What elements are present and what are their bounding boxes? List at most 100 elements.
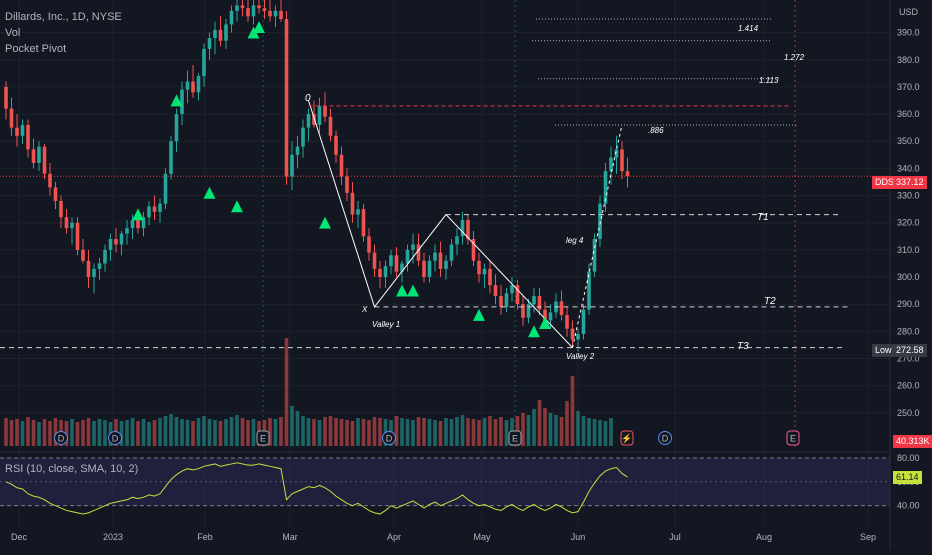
volume-bar (279, 417, 283, 446)
volume-bar (152, 420, 157, 446)
rsi-tick-label: 80.00 (897, 453, 920, 463)
volume-bar (570, 376, 575, 446)
candle-body (251, 5, 256, 17)
target-t3-label: T3 (737, 341, 749, 352)
volume-bar (367, 420, 371, 446)
volume-indicator-label[interactable]: Vol (5, 27, 21, 39)
volume-bar (565, 401, 569, 446)
volume-bar (317, 420, 322, 446)
pocket-pivot-arrow (203, 186, 216, 199)
volume-bar (471, 419, 476, 446)
price-tick-label: 250.0 (897, 408, 920, 418)
volume-bar (598, 420, 602, 446)
volume-bar (361, 419, 366, 446)
candle-body (537, 296, 542, 310)
volume-bar (504, 420, 509, 446)
volume-bar (92, 421, 96, 446)
candle-body (218, 29, 223, 41)
badge-frame (108, 431, 122, 445)
candle-body (603, 171, 608, 204)
volume-bar (460, 415, 465, 446)
candle-body (114, 239, 118, 245)
candle-body (367, 236, 371, 253)
target-t2-label: T2 (764, 296, 776, 307)
pattern-point-zero: 0 (305, 93, 311, 104)
volume-bar (482, 418, 487, 446)
volume-bar (119, 421, 124, 446)
rsi-indicator-label[interactable]: RSI (10, close, SMA, 10, 2) (5, 463, 139, 475)
pocket-pivot-arrow (170, 94, 183, 107)
volume-bar (163, 416, 168, 446)
candle-body (224, 24, 228, 41)
time-axis[interactable]: Dec 2023 Feb Mar Apr May Jun Jul Aug Sep (11, 532, 876, 542)
volume-bar (339, 419, 344, 446)
fib-label-886: .886 (648, 126, 664, 135)
volume-bar (53, 418, 58, 446)
candle-body (147, 206, 151, 218)
badge-letter: D (58, 434, 65, 444)
price-tick-label: 370.0 (897, 82, 920, 92)
volume-bar (273, 419, 278, 446)
volume-bar (581, 416, 586, 446)
price-tick-label: 260.0 (897, 381, 920, 391)
earnings-badge[interactable]: E (508, 430, 522, 446)
earnings-badge[interactable]: E (256, 430, 270, 446)
candle-body (213, 29, 217, 39)
rsi-line (0, 457, 890, 515)
candle-body (119, 233, 124, 245)
earnings-badge[interactable]: E (786, 430, 800, 446)
candle-body (345, 176, 349, 193)
candle-body (317, 105, 322, 125)
volume-bar (400, 418, 404, 446)
pocket-pivot-arrow (539, 317, 551, 330)
dividend-badge[interactable]: D (382, 431, 396, 445)
dividend-badge[interactable]: D (658, 431, 672, 445)
volume-bar (75, 422, 80, 446)
candle-body (460, 220, 465, 237)
volume-bar (9, 420, 14, 446)
candle-body (141, 217, 146, 229)
candle-body (42, 146, 47, 174)
candle-body (169, 141, 173, 174)
badge-letter: D (386, 434, 393, 444)
event-badges[interactable]: D D E D E ⚡ D E (54, 430, 800, 446)
candle-body (422, 260, 426, 278)
volume-bar (323, 417, 327, 446)
volume-bar (284, 338, 289, 446)
candle-body (312, 114, 316, 125)
price-tick-label: 320.0 (897, 218, 920, 228)
dividend-badge[interactable]: D (54, 431, 68, 445)
pocket-pivot-arrows (132, 21, 551, 338)
pattern-legs (308, 100, 573, 348)
volume-bar (37, 422, 41, 446)
volume-bar (224, 419, 228, 446)
candle-body (75, 222, 80, 250)
dividend-badge[interactable]: D (108, 431, 122, 445)
volume-bar (306, 418, 311, 446)
volume-bar (48, 421, 52, 446)
time-tick-label: Feb (197, 532, 213, 542)
candle-body (301, 127, 305, 147)
candle-body (306, 114, 311, 128)
pocket-pivot-arrow (132, 208, 144, 221)
split-badge[interactable]: ⚡ (620, 430, 634, 446)
volume-bar (15, 419, 19, 446)
time-tick-label: Jul (669, 532, 681, 542)
price-tick-label: 270.0 (897, 354, 920, 364)
volume-bar (4, 418, 8, 446)
candle-body (581, 309, 586, 335)
volume-bar (427, 419, 432, 446)
candle-body (400, 263, 404, 272)
pocket-pivot-indicator-label[interactable]: Pocket Pivot (5, 43, 67, 55)
symbol-title[interactable]: Dillards, Inc., 1D, NYSE (5, 11, 122, 23)
candle-body (59, 200, 63, 218)
fib-label-1113: 1.113 (759, 76, 779, 85)
candle-body (543, 309, 547, 321)
candle-body (290, 154, 294, 177)
volume-bar (543, 408, 547, 446)
price-axis[interactable]: 250.0 260.0 270.0 280.0 290.0 300.0 310.0 320.0… (897, 28, 920, 418)
candle-body (323, 105, 327, 117)
volume-bar (81, 420, 85, 446)
